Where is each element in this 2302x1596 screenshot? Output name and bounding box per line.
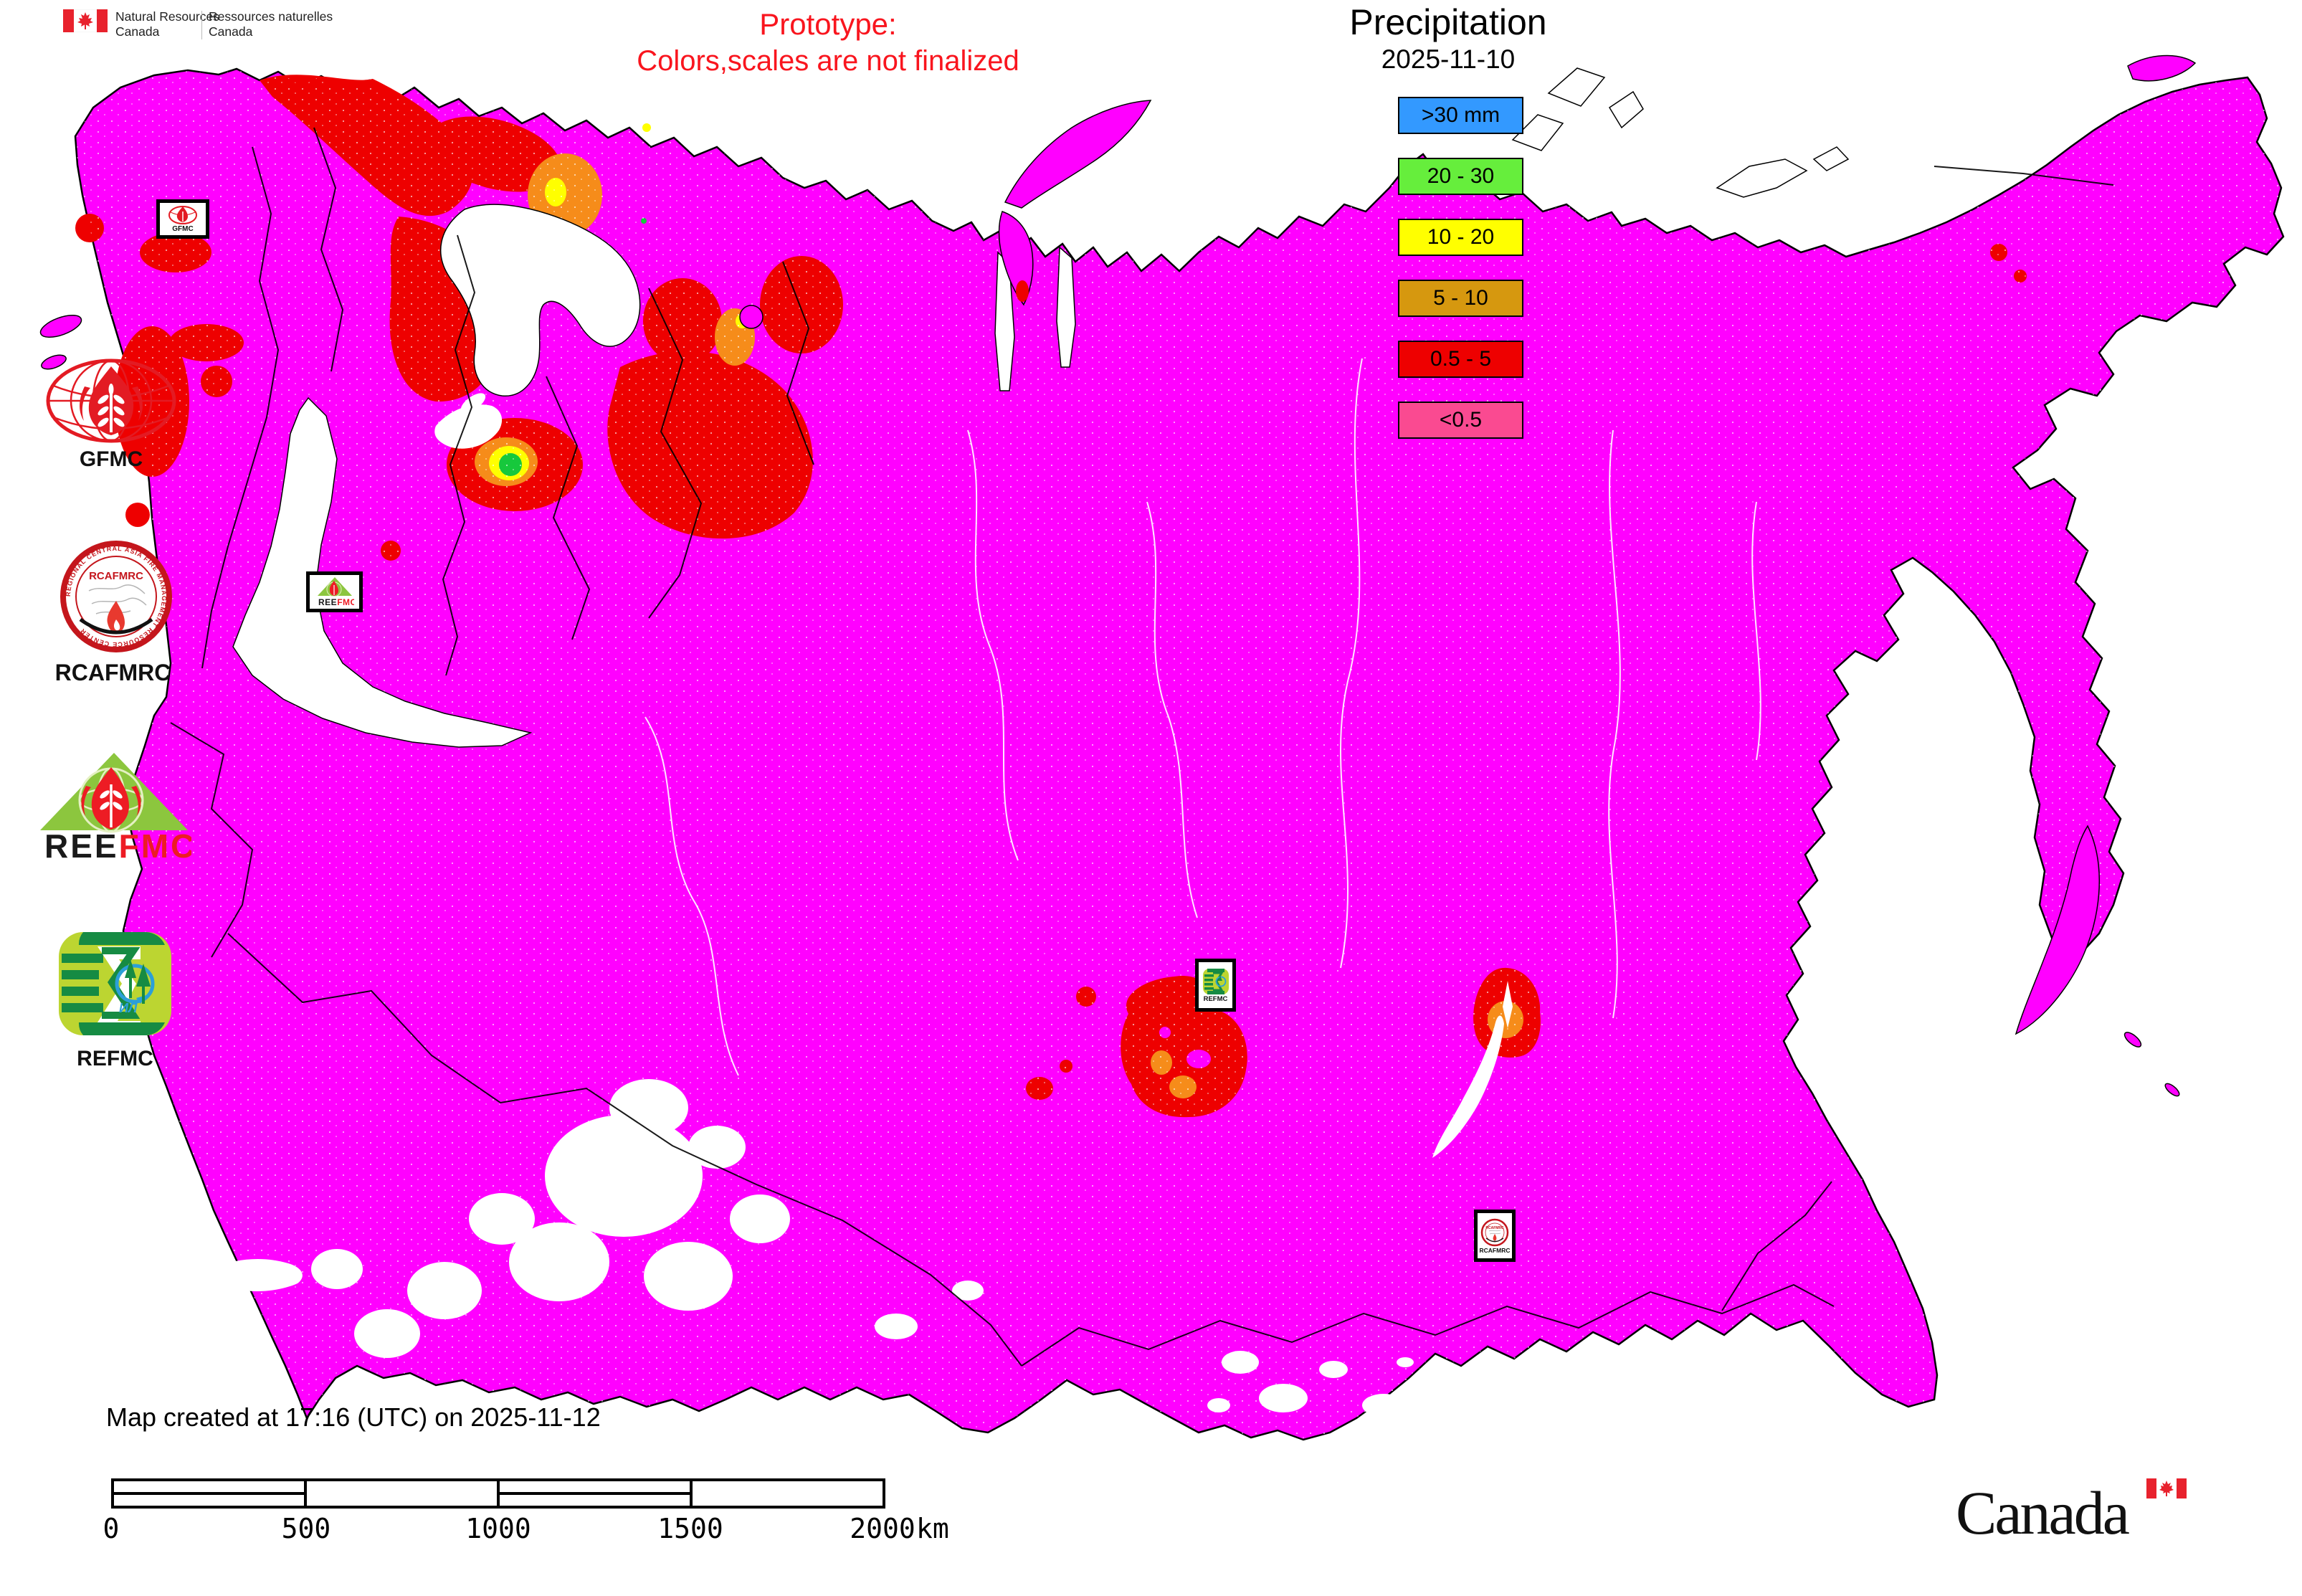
reefmc-marker-icon: REEFMC xyxy=(317,577,354,607)
seas xyxy=(232,204,1076,748)
rcafmrc-center-text: RCAFMRC xyxy=(89,570,143,582)
map-marker-gfmc: GFMC xyxy=(156,199,209,239)
reefmc-wordmark: REEFMC xyxy=(44,827,191,861)
scale-unit: km xyxy=(916,1513,949,1544)
scale-bar-segment xyxy=(114,1481,307,1506)
legend-item-10-20: 10 - 20 xyxy=(1398,219,1523,256)
refmc-center-text: ИЛ xyxy=(119,1001,138,1015)
refmc-logo-label: REFMC xyxy=(77,1047,153,1070)
legend-date: 2025-11-10 xyxy=(1381,44,1516,74)
lakes xyxy=(211,393,1513,1292)
legend-title: Precipitation xyxy=(1349,2,1547,42)
gfmc-marker-icon xyxy=(168,206,197,224)
white-sea xyxy=(440,204,641,396)
rcafmrc-logo-label: RCAFMRC xyxy=(54,660,171,685)
map-marker-refmc: REFMC xyxy=(1195,959,1236,1012)
map-marker-reefmc: REEFMC xyxy=(306,571,363,612)
reefmc-logo-icon: REEFMC xyxy=(40,753,191,861)
scale-tick-2000: 2000 xyxy=(850,1513,915,1544)
rcafmrc-logo-icon: REGIONAL CENTRAL ASIA FIRE MANAGEMENT RE… xyxy=(60,541,172,652)
svg-text:REEFMC: REEFMC xyxy=(318,597,354,607)
scale-bar-segment xyxy=(693,1481,883,1506)
prototype-notice-line1: Prototype: xyxy=(759,7,897,41)
gfmc-marker-label: GFMC xyxy=(172,225,194,233)
scale-bar-segment xyxy=(307,1481,500,1506)
refmc-marker-icon xyxy=(1202,968,1229,994)
legend-item-20-30: 20 - 30 xyxy=(1398,158,1523,195)
lake-onega xyxy=(460,393,486,413)
refmc-marker-label: REFMC xyxy=(1203,994,1228,1003)
prototype-notice: Prototype: Colors,scales are not finaliz… xyxy=(430,6,1226,79)
legend-item-05-5: 0.5 - 5 xyxy=(1398,341,1523,378)
data-gaps xyxy=(311,1079,1637,1419)
map-marker-rcafmrc: RCAFMRC RCAFMRC xyxy=(1474,1210,1516,1262)
ob-gulf-east xyxy=(1056,246,1076,368)
boundaries xyxy=(170,127,2114,1367)
lake-balkhash xyxy=(211,1259,303,1292)
scale-tick-500: 500 xyxy=(281,1513,331,1544)
lake-baikal xyxy=(1432,1015,1504,1158)
scale-tick-1000: 1000 xyxy=(465,1513,531,1544)
scale-bar-segment xyxy=(500,1481,693,1506)
gfmc-logo-label: GFMC xyxy=(79,447,143,471)
gfmc-logo-icon xyxy=(46,358,176,443)
scale-tick-1500: 1500 xyxy=(657,1513,723,1544)
canada-flag-icon xyxy=(63,9,108,32)
rcafmrc-marker-icon: RCAFMRC xyxy=(1480,1218,1509,1246)
legend-item-5-10: 5 - 10 xyxy=(1398,280,1523,317)
map-created-text: Map created at 17:16 (UTC) on 2025-11-12 xyxy=(106,1402,601,1432)
islands xyxy=(39,54,2197,1097)
rivers xyxy=(645,358,1761,1076)
nrcan-signature-en: Natural Resources Canada xyxy=(115,9,219,39)
lake-ladoga xyxy=(434,404,503,449)
nrcan-signature-fr: Ressources naturelles Canada xyxy=(209,9,333,39)
svg-text:RCAFMRC: RCAFMRC xyxy=(1485,1226,1504,1230)
refmc-logo-icon: ИЛ xyxy=(59,932,171,1035)
land-speckle-texture xyxy=(75,69,2283,1440)
legend-item-lt05: <0.5 xyxy=(1398,402,1523,439)
scale-tick-0: 0 xyxy=(103,1513,120,1544)
rcafmrc-marker-label: RCAFMRC xyxy=(1479,1246,1511,1254)
prototype-notice-line2: Colors,scales are not finalized xyxy=(637,45,1019,77)
canada-wordmark: Canada xyxy=(1956,1478,2130,1547)
legend-item-gt30: >30 mm xyxy=(1398,97,1523,134)
canada-wordmark-flag-icon xyxy=(2146,1478,2187,1498)
scale-bar xyxy=(111,1478,885,1509)
fip-divider xyxy=(201,11,202,39)
